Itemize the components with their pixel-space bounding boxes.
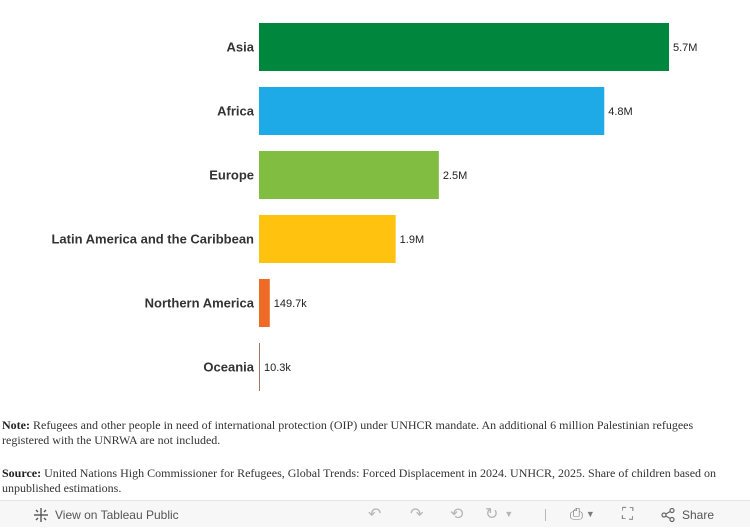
fullscreen-button[interactable]: ⛶ — [622, 501, 633, 528]
source-label: Source: — [2, 466, 42, 480]
bar[interactable] — [259, 23, 669, 71]
bar[interactable] — [259, 87, 605, 135]
note-text: Refugees and other people in need of int… — [2, 418, 694, 447]
category-label: Asia — [227, 40, 255, 55]
value-label: 149.7k — [274, 298, 308, 310]
bar[interactable] — [259, 215, 396, 263]
value-label: 5.7M — [673, 42, 697, 54]
revert-icon: ⟲ — [450, 506, 464, 523]
share-label: Share — [682, 507, 715, 522]
undo-icon: ↶ — [368, 506, 382, 523]
redo-icon: ↷ — [410, 506, 424, 523]
bar[interactable] — [259, 343, 260, 391]
chart-note: Note: Refugees and other people in need … — [2, 418, 732, 448]
redo-button[interactable]: ↷ — [410, 501, 423, 528]
refresh-dropdown-icon: ▼ — [504, 509, 514, 519]
category-label: Europe — [209, 168, 254, 183]
tableau-logo-icon — [34, 507, 48, 522]
category-label: Africa — [217, 104, 255, 119]
share-button[interactable]: Share — [660, 501, 714, 528]
value-label: 1.9M — [400, 234, 424, 246]
category-label: Latin America and the Caribbean — [51, 232, 254, 247]
view-on-tableau-link[interactable]: View on Tableau Public — [32, 501, 179, 528]
bar[interactable] — [259, 151, 439, 199]
category-label: Oceania — [203, 360, 254, 375]
toolbar-divider — [545, 509, 546, 521]
share-icon — [661, 507, 675, 522]
undo-button[interactable]: ↶ — [368, 501, 381, 528]
refresh-icon: ↻ — [485, 506, 499, 523]
bar-chart: Asia 5.7M Africa 4.8M Europe 2.5M Latin Americ… — [51, 23, 697, 391]
chart-source: Source: United Nations High Commissioner… — [2, 466, 732, 496]
fullscreen-icon: ⛶ — [622, 506, 634, 523]
value-label: 4.8M — [608, 106, 632, 118]
source-text: United Nations High Commissioner for Ref… — [2, 466, 717, 495]
download-button[interactable]: ⎙ ▼ — [570, 501, 595, 528]
download-dropdown-icon: ▼ — [585, 509, 595, 519]
download-icon: ⎙ — [570, 506, 583, 523]
bar[interactable] — [259, 279, 270, 327]
note-label: Note: — [2, 418, 30, 432]
refresh-button[interactable]: ↻ ▼ — [485, 501, 513, 528]
category-label: Northern America — [145, 296, 255, 311]
revert-button[interactable]: ⟲ — [450, 501, 463, 528]
value-label: 2.5M — [443, 170, 467, 182]
tableau-toolbar: View on Tableau Public ↶ ↷ ⟲ ↻ ▼ ⎙ ▼ ⛶ Sha… — [0, 500, 750, 527]
view-on-tableau-label: View on Tableau Public — [55, 507, 179, 522]
value-label: 10.3k — [264, 362, 291, 374]
